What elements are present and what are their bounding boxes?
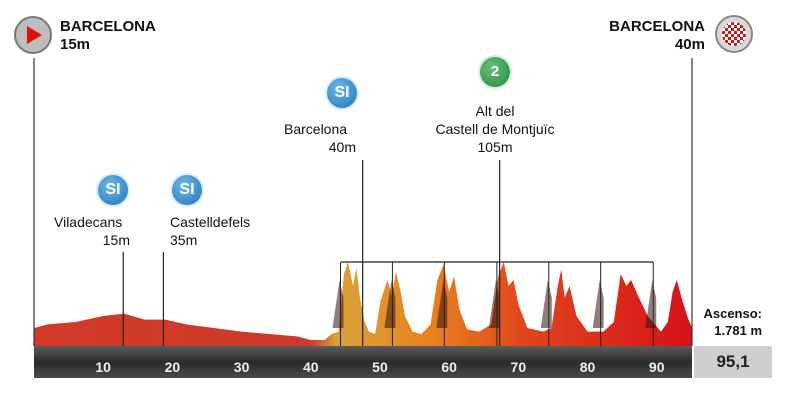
x-tick-label: 60 bbox=[441, 359, 457, 375]
climb-shade bbox=[332, 280, 344, 328]
start-name: BARCELONA bbox=[60, 18, 156, 35]
distance-axis-bar bbox=[34, 346, 692, 378]
start-altitude: 15m bbox=[60, 36, 91, 53]
sprint-icon: SI bbox=[98, 175, 128, 205]
climb-name-line1: Alt del bbox=[475, 103, 515, 119]
waypoint-altitude: 40m bbox=[328, 139, 356, 155]
x-tick-label: 80 bbox=[580, 359, 596, 375]
x-tick-label: 50 bbox=[372, 359, 388, 375]
total-distance-box bbox=[694, 346, 772, 378]
sprint-icon: SI bbox=[327, 78, 357, 108]
mountain-category-icon: 2 bbox=[480, 57, 510, 87]
x-tick-label: 20 bbox=[165, 359, 181, 375]
ascent-value: 1.781 m bbox=[714, 323, 762, 338]
x-tick-label: 30 bbox=[234, 359, 250, 375]
climb-altitude: 105m bbox=[477, 139, 513, 155]
finish-flag-icon bbox=[715, 15, 753, 53]
x-tick-label: 70 bbox=[511, 359, 527, 375]
waypoint-altitude: 35m bbox=[170, 232, 198, 248]
finish-name: BARCELONA bbox=[609, 18, 705, 35]
waypoint-name: Viladecans bbox=[54, 214, 123, 230]
x-tick-label: 90 bbox=[649, 359, 665, 375]
waypoint-name: Barcelona bbox=[284, 121, 348, 137]
finish-altitude: 40m bbox=[674, 36, 705, 53]
start-icon bbox=[14, 16, 52, 54]
climb-shade bbox=[540, 280, 552, 328]
sprint-icon: SI bbox=[172, 175, 202, 205]
ascent-label: Ascenso: bbox=[703, 306, 762, 321]
x-tick-label: 10 bbox=[95, 359, 111, 375]
climb-name-line2: Castell de Montjuïc bbox=[435, 121, 555, 137]
climb-shade bbox=[592, 280, 604, 328]
x-tick-label: 40 bbox=[303, 359, 319, 375]
waypoint-name: Castelldefels bbox=[170, 214, 251, 230]
climb-shade bbox=[645, 280, 657, 328]
total-distance: 95,1 bbox=[716, 352, 750, 371]
waypoint-altitude: 15m bbox=[102, 232, 130, 248]
